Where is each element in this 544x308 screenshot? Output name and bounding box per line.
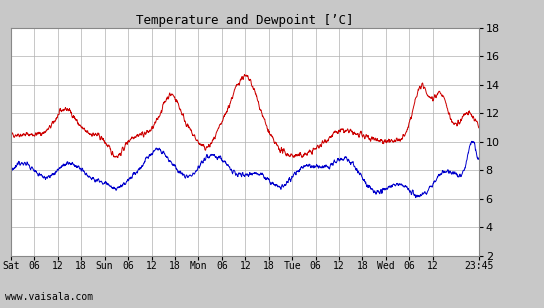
Text: www.vaisala.com: www.vaisala.com xyxy=(5,292,94,302)
Title: Temperature and Dewpoint [ʼC]: Temperature and Dewpoint [ʼC] xyxy=(136,14,354,26)
